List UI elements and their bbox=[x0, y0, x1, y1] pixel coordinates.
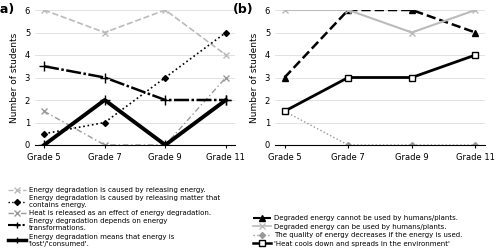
Y-axis label: Number of students: Number of students bbox=[10, 32, 19, 122]
Legend: Degraded energy cannot be used by humans/plants., Degraded energy can be used by: Degraded energy cannot be used by humans… bbox=[254, 215, 462, 246]
Legend: Energy degradation is caused by releasing energy., Energy degradation is caused : Energy degradation is caused by releasin… bbox=[8, 187, 220, 246]
Y-axis label: Number of students: Number of students bbox=[250, 32, 259, 122]
Text: (b): (b) bbox=[233, 3, 254, 16]
Text: (a): (a) bbox=[0, 3, 15, 16]
